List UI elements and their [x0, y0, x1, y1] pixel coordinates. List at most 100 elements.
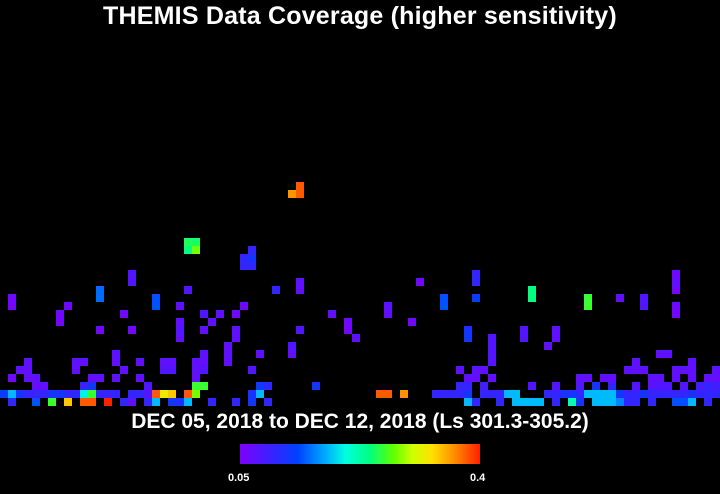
coverage-cell: [608, 382, 616, 390]
coverage-cell: [576, 382, 584, 390]
coverage-cell: [160, 358, 168, 366]
coverage-cell: [32, 398, 40, 406]
coverage-cell: [192, 390, 200, 398]
coverage-cell: [576, 390, 584, 398]
coverage-cell: [128, 398, 136, 406]
coverage-cell: [64, 390, 72, 398]
coverage-cell: [648, 398, 656, 406]
coverage-cell: [192, 382, 200, 390]
coverage-cell: [568, 398, 576, 406]
coverage-cell: [272, 286, 280, 294]
coverage-cell: [528, 294, 536, 302]
coverage-cell: [464, 382, 472, 390]
coverage-cell: [256, 390, 264, 398]
coverage-cell: [512, 398, 520, 406]
coverage-cell: [584, 390, 592, 398]
coverage-cell: [664, 382, 672, 390]
coverage-cell: [128, 278, 136, 286]
coverage-cell: [624, 366, 632, 374]
coverage-cell: [120, 310, 128, 318]
coverage-cell: [184, 390, 192, 398]
coverage-cell: [608, 374, 616, 382]
coverage-cell: [432, 390, 440, 398]
coverage-cell: [32, 382, 40, 390]
coverage-cell: [456, 390, 464, 398]
coverage-cell: [480, 382, 488, 390]
coverage-cell: [672, 270, 680, 278]
coverage-cell: [296, 190, 304, 198]
coverage-cell: [264, 398, 272, 406]
coverage-cell: [680, 366, 688, 374]
coverage-cell: [296, 182, 304, 190]
coverage-cell: [24, 366, 32, 374]
coverage-cell: [64, 302, 72, 310]
coverage-cell: [480, 390, 488, 398]
coverage-cell: [168, 398, 176, 406]
coverage-cell: [312, 382, 320, 390]
coverage-cell: [184, 246, 192, 254]
coverage-cell: [80, 382, 88, 390]
coverage-cell: [712, 390, 720, 398]
coverage-cell: [144, 382, 152, 390]
coverage-cell: [616, 294, 624, 302]
coverage-cell: [672, 374, 680, 382]
coverage-cell: [8, 374, 16, 382]
coverage-cell: [472, 366, 480, 374]
coverage-cell: [232, 310, 240, 318]
coverage-cell: [264, 382, 272, 390]
coverage-cell: [96, 326, 104, 334]
coverage-cell: [184, 238, 192, 246]
colorbar-min-label: 0.05: [228, 472, 250, 484]
coverage-cell: [464, 334, 472, 342]
coverage-cell: [224, 342, 232, 350]
coverage-cell: [152, 294, 160, 302]
coverage-cell: [168, 358, 176, 366]
coverage-cell: [344, 326, 352, 334]
coverage-cell: [488, 350, 496, 358]
coverage-cell: [576, 374, 584, 382]
coverage-cell: [384, 390, 392, 398]
coverage-cell: [128, 270, 136, 278]
coverage-cell: [664, 390, 672, 398]
coverage-cell: [624, 390, 632, 398]
coverage-cell: [224, 358, 232, 366]
coverage-cell: [184, 398, 192, 406]
coverage-cell: [16, 366, 24, 374]
coverage-cell: [552, 334, 560, 342]
coverage-cell: [520, 334, 528, 342]
coverage-cell: [192, 366, 200, 374]
coverage-cell: [248, 366, 256, 374]
coverage-cell: [512, 390, 520, 398]
coverage-cell: [128, 390, 136, 398]
coverage-cell: [344, 318, 352, 326]
coverage-cell: [552, 398, 560, 406]
coverage-cell: [176, 334, 184, 342]
coverage-cell: [584, 374, 592, 382]
coverage-cell: [112, 350, 120, 358]
coverage-cell: [472, 278, 480, 286]
coverage-cell: [88, 374, 96, 382]
coverage-cell: [528, 286, 536, 294]
coverage-cell: [560, 390, 568, 398]
coverage-cell: [704, 398, 712, 406]
coverage-cell: [480, 366, 488, 374]
coverage-cell: [296, 286, 304, 294]
coverage-cell: [24, 390, 32, 398]
coverage-cell: [472, 270, 480, 278]
coverage-cell: [88, 390, 96, 398]
coverage-cell: [256, 382, 264, 390]
coverage-cell: [8, 390, 16, 398]
coverage-cell: [472, 398, 480, 406]
coverage-cell: [640, 294, 648, 302]
coverage-cell: [552, 326, 560, 334]
coverage-cell: [672, 398, 680, 406]
coverage-cell: [456, 366, 464, 374]
coverage-cell: [672, 310, 680, 318]
coverage-cell: [288, 342, 296, 350]
coverage-cell: [616, 390, 624, 398]
coverage-cell: [552, 390, 560, 398]
coverage-cell: [696, 382, 704, 390]
date-range-subtitle: DEC 05, 2018 to DEC 12, 2018 (Ls 301.3-3…: [131, 410, 589, 433]
coverage-cell: [528, 398, 536, 406]
coverage-cell: [232, 398, 240, 406]
